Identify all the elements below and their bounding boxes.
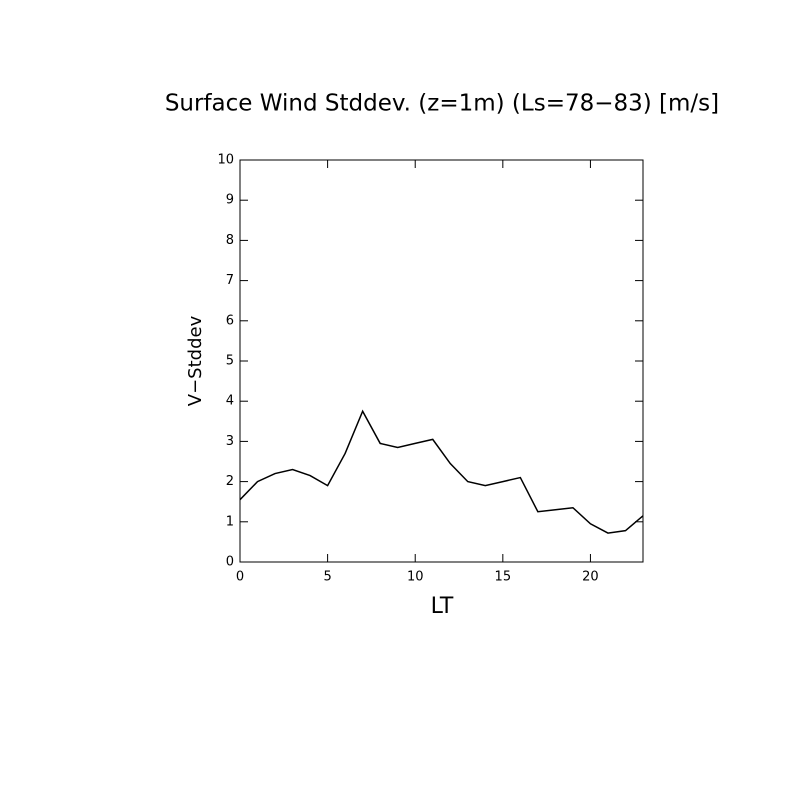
plot-frame	[239, 159, 644, 563]
x-tick-label: 5	[323, 570, 331, 585]
x-tick-label: 20	[582, 570, 599, 585]
y-tick-label: 10	[217, 153, 234, 168]
x-axis-label: LT	[431, 594, 454, 619]
x-tick-label: 10	[407, 570, 424, 585]
x-tick-label: 15	[495, 570, 512, 585]
y-tick-label: 6	[226, 313, 234, 328]
y-tick-label: 9	[226, 193, 234, 208]
y-tick-label: 8	[226, 233, 234, 248]
y-tick-label: 7	[226, 273, 234, 288]
y-tick-label: 3	[226, 434, 234, 449]
data-line	[239, 409, 644, 534]
y-tick-label: 2	[226, 474, 234, 489]
y-tick-label: 0	[226, 555, 234, 570]
y-tick-label: 1	[226, 514, 234, 529]
y-tick-label: 4	[226, 394, 234, 409]
y-tick-label: 5	[226, 354, 234, 369]
x-tick-label: 0	[236, 570, 244, 585]
y-axis-label: V−Stddev	[185, 315, 206, 406]
chart-title: Surface Wind Stddev. (z=1m) (Ls=78−83) […	[165, 91, 719, 117]
